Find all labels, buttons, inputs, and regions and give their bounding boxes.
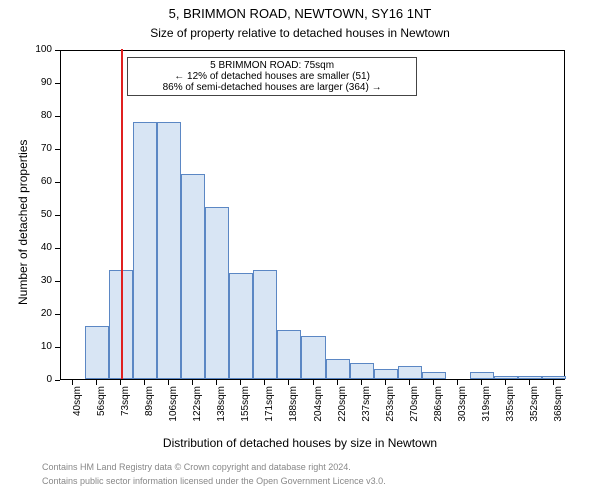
y-tick-label: 80 xyxy=(0,110,52,121)
annotation-box: 5 BRIMMON ROAD: 75sqm← 12% of detached h… xyxy=(127,57,417,96)
histogram-bar xyxy=(229,273,253,379)
histogram-bar xyxy=(157,122,181,379)
histogram-bar xyxy=(350,363,374,380)
histogram-bar xyxy=(542,376,566,379)
x-tick-label: 73sqm xyxy=(120,386,131,436)
footer-line-1: Contains HM Land Registry data © Crown c… xyxy=(0,462,600,472)
histogram-bar xyxy=(205,207,229,379)
x-tick-label: 286sqm xyxy=(433,386,444,436)
x-tick-label: 106sqm xyxy=(168,386,179,436)
histogram-bar xyxy=(253,270,277,379)
x-tick-label: 220sqm xyxy=(337,386,348,436)
y-tick-label: 60 xyxy=(0,176,52,187)
x-tick-label: 122sqm xyxy=(192,386,203,436)
x-tick-label: 138sqm xyxy=(216,386,227,436)
y-tick-label: 50 xyxy=(0,209,52,220)
y-tick-label: 100 xyxy=(0,44,52,55)
histogram-bar xyxy=(518,376,542,379)
y-tick-label: 30 xyxy=(0,275,52,286)
histogram-bar xyxy=(326,359,350,379)
page-subtitle: Size of property relative to detached ho… xyxy=(0,26,600,40)
histogram-bar xyxy=(85,326,109,379)
annotation-line: ← 12% of detached houses are smaller (51… xyxy=(132,71,412,82)
histogram-bar xyxy=(494,376,518,379)
y-tick-label: 90 xyxy=(0,77,52,88)
y-tick-label: 10 xyxy=(0,341,52,352)
histogram-bar xyxy=(181,174,205,379)
annotation-line: 86% of semi-detached houses are larger (… xyxy=(132,82,412,93)
histogram-bar xyxy=(133,122,157,379)
x-tick-label: 270sqm xyxy=(409,386,420,436)
histogram-bar xyxy=(470,372,494,379)
page-title: 5, BRIMMON ROAD, NEWTOWN, SY16 1NT xyxy=(0,6,600,21)
x-tick-label: 155sqm xyxy=(240,386,251,436)
histogram-bar xyxy=(398,366,422,379)
x-tick-label: 204sqm xyxy=(313,386,324,436)
footer-line-2: Contains public sector information licen… xyxy=(0,476,600,486)
y-tick-label: 40 xyxy=(0,242,52,253)
x-tick-label: 40sqm xyxy=(72,386,83,436)
property-marker-line xyxy=(121,49,123,379)
chart-container: { "title_line1": "5, BRIMMON ROAD, NEWTO… xyxy=(0,0,600,500)
x-tick-label: 171sqm xyxy=(264,386,275,436)
annotation-line: 5 BRIMMON ROAD: 75sqm xyxy=(132,60,412,71)
histogram-bar xyxy=(301,336,325,379)
histogram-bar xyxy=(422,372,446,379)
histogram-plot: 5 BRIMMON ROAD: 75sqm← 12% of detached h… xyxy=(60,50,565,380)
y-tick-label: 70 xyxy=(0,143,52,154)
x-tick-label: 253sqm xyxy=(385,386,396,436)
x-tick-label: 303sqm xyxy=(457,386,468,436)
y-tick-label: 0 xyxy=(0,374,52,385)
x-tick-label: 188sqm xyxy=(288,386,299,436)
x-tick-label: 89sqm xyxy=(144,386,155,436)
x-tick-label: 56sqm xyxy=(96,386,107,436)
histogram-bar xyxy=(277,330,301,380)
x-tick-label: 237sqm xyxy=(361,386,372,436)
x-tick-label: 335sqm xyxy=(505,386,516,436)
x-axis-label: Distribution of detached houses by size … xyxy=(0,436,600,450)
y-tick-label: 20 xyxy=(0,308,52,319)
histogram-bar xyxy=(374,369,398,379)
x-tick-label: 352sqm xyxy=(529,386,540,436)
x-tick-label: 368sqm xyxy=(553,386,564,436)
x-tick-label: 319sqm xyxy=(481,386,492,436)
